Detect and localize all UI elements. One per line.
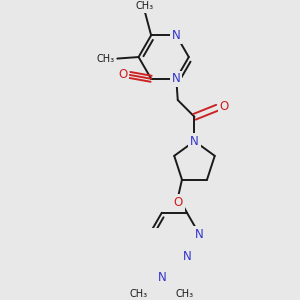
Text: O: O [220, 100, 229, 113]
Text: N: N [190, 135, 199, 148]
Text: N: N [182, 250, 191, 263]
Text: CH₃: CH₃ [96, 54, 114, 64]
Text: CH₃: CH₃ [130, 289, 148, 299]
Text: N: N [158, 271, 166, 284]
Text: O: O [118, 68, 127, 82]
Text: CH₃: CH₃ [136, 2, 154, 11]
Text: N: N [195, 228, 204, 241]
Text: O: O [173, 196, 183, 209]
Text: N: N [172, 29, 181, 42]
Text: N: N [172, 72, 181, 85]
Text: CH₃: CH₃ [176, 289, 194, 299]
